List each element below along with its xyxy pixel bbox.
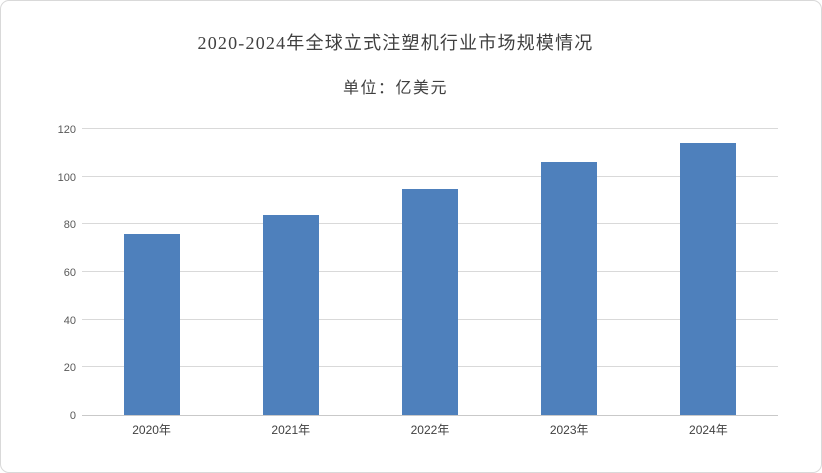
y-tick-label: 120 [57, 124, 76, 136]
chart-unit-label: 单位：亿美元 [342, 80, 448, 97]
bar-2021年 [262, 214, 319, 415]
y-tick-label: 60 [63, 267, 76, 279]
bar-2022年 [402, 188, 458, 415]
x-tick-label: 2021年 [271, 423, 311, 437]
gridline [82, 175, 778, 177]
chart-title: 2020-2024年全球立式注塑机行业市场规模情况 [197, 33, 594, 53]
y-tick-label: 100 [57, 171, 76, 184]
chart-title-wrap: 2020-2024年全球立式注塑机行业市场规模情况 [1, 32, 790, 54]
bar-2020年 [123, 233, 180, 415]
x-tick-label: 2022年 [410, 423, 450, 437]
chart-subtitle-wrap: 单位：亿美元 [1, 79, 790, 99]
plot-area [82, 128, 778, 416]
gridline [82, 128, 778, 129]
bar-2024年 [680, 143, 737, 415]
y-tick-label: 20 [63, 362, 76, 375]
x-tick-label: 2020年 [132, 423, 171, 437]
x-axis-labels: 2020年 2021年 2022年 2023年 2024年 [82, 422, 778, 440]
bar-2023年 [541, 162, 598, 415]
y-axis-labels: 0 20 40 60 80 100 120 [26, 124, 76, 422]
y-tick-label: 0 [69, 410, 76, 422]
x-tick-label: 2023年 [549, 423, 589, 437]
y-tick-label: 40 [63, 314, 76, 327]
y-tick-label: 80 [63, 219, 76, 232]
x-tick-label: 2024年 [689, 423, 728, 437]
